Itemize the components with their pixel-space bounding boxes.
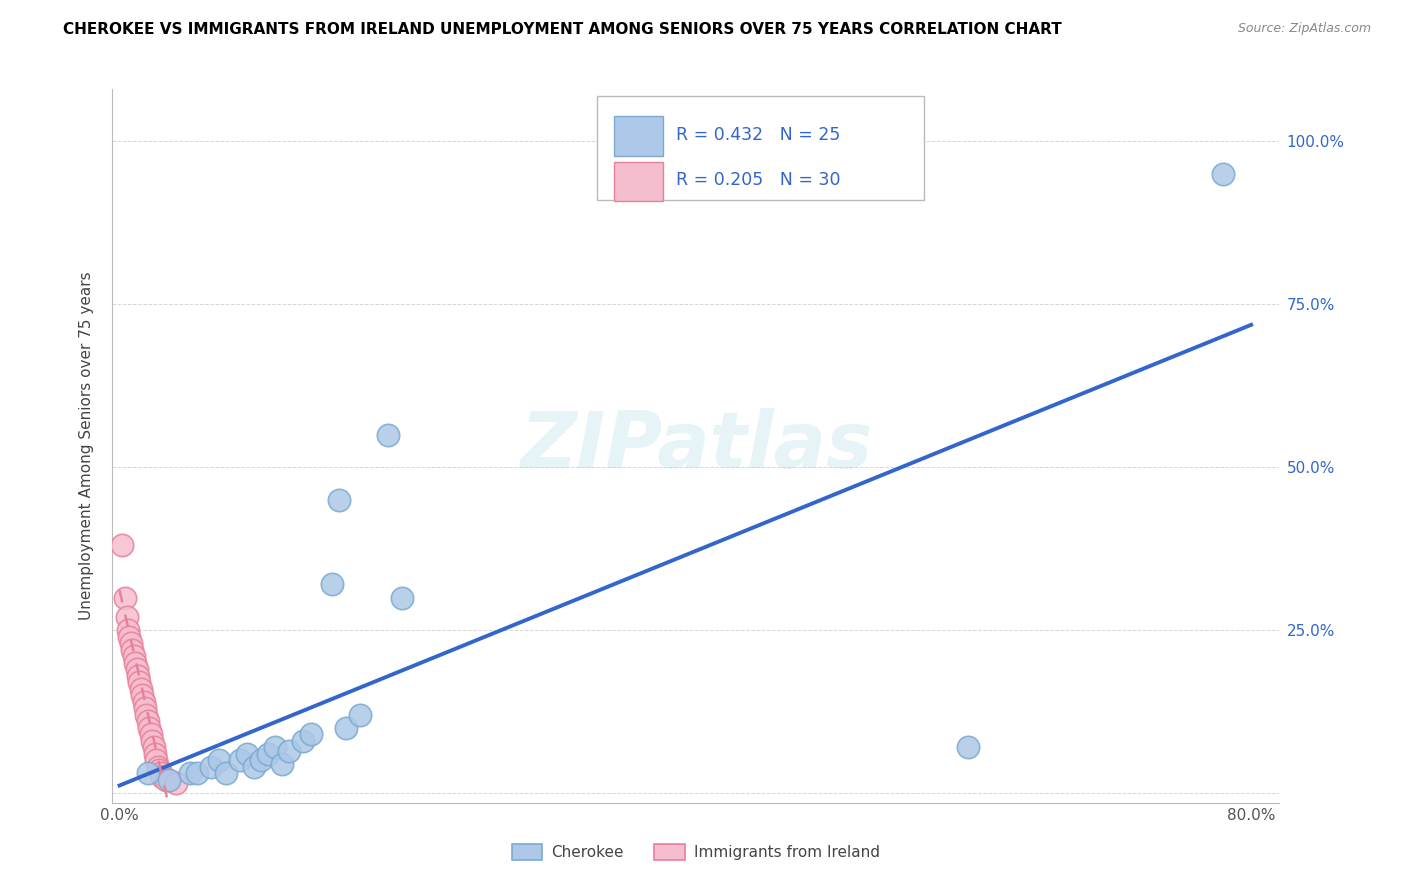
Point [136, 714, 159, 729]
Point [115, 610, 138, 624]
Point [328, 492, 350, 507]
Point [229, 754, 252, 768]
Point [148, 763, 170, 777]
Text: Source: ZipAtlas.com: Source: ZipAtlas.com [1237, 22, 1371, 36]
Bar [614, 116, 664, 155]
Point [149, 766, 172, 780]
Point [207, 754, 229, 768]
Point [136, 766, 159, 780]
Point [122, 649, 145, 664]
Point [165, 776, 187, 790]
Point [335, 721, 357, 735]
Point [250, 754, 273, 768]
Point [243, 760, 266, 774]
Point [157, 772, 180, 787]
Point [138, 721, 160, 735]
Point [141, 734, 163, 748]
Point [271, 756, 294, 771]
Point [128, 675, 150, 690]
Text: R = 0.205   N = 30: R = 0.205 N = 30 [676, 171, 841, 189]
Point [132, 695, 155, 709]
Point [143, 747, 166, 761]
Point [264, 740, 287, 755]
Point [299, 727, 322, 741]
Point [134, 701, 156, 715]
Point [135, 707, 157, 722]
Text: ZIPatlas: ZIPatlas [520, 408, 872, 484]
Point [139, 727, 162, 741]
Point [121, 642, 143, 657]
Point [1212, 167, 1234, 181]
Y-axis label: Unemployment Among Seniors over 75 years: Unemployment Among Seniors over 75 years [79, 272, 94, 620]
Text: R = 0.432   N = 25: R = 0.432 N = 25 [676, 126, 841, 144]
Point [114, 591, 136, 605]
Point [200, 760, 222, 774]
Point [129, 681, 152, 696]
Point [957, 740, 980, 755]
Point [186, 766, 208, 780]
Point [214, 766, 236, 780]
Point [127, 669, 149, 683]
Point [257, 747, 280, 761]
Point [120, 636, 142, 650]
Point [124, 656, 146, 670]
Point [236, 747, 259, 761]
Point [117, 623, 139, 637]
Point [118, 630, 141, 644]
FancyBboxPatch shape [596, 96, 924, 200]
Point [179, 766, 201, 780]
Point [125, 662, 148, 676]
Text: CHEROKEE VS IMMIGRANTS FROM IRELAND UNEMPLOYMENT AMONG SENIORS OVER 75 YEARS COR: CHEROKEE VS IMMIGRANTS FROM IRELAND UNEM… [63, 22, 1062, 37]
Point [142, 740, 165, 755]
Point [111, 538, 134, 552]
Point [150, 770, 173, 784]
Legend: Cherokee, Immigrants from Ireland: Cherokee, Immigrants from Ireland [506, 838, 886, 866]
Point [131, 688, 153, 702]
Point [349, 707, 371, 722]
Point [145, 754, 167, 768]
Point [292, 734, 315, 748]
Point [146, 760, 169, 774]
Point [377, 427, 399, 442]
Bar [614, 162, 664, 202]
Point [321, 577, 343, 591]
Point [155, 772, 177, 787]
Point [391, 591, 413, 605]
Point [278, 744, 301, 758]
